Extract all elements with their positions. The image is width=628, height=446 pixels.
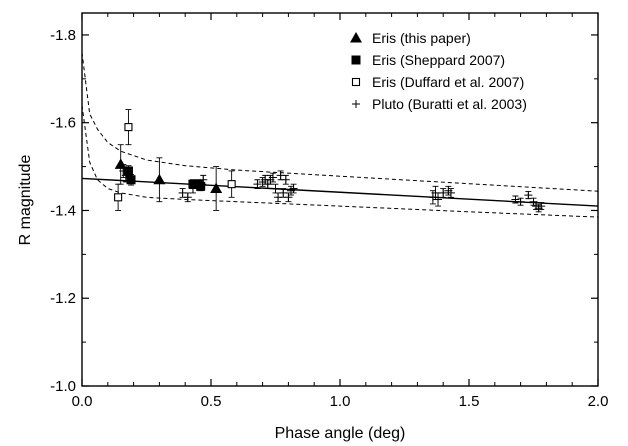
legend-entry: Eris (Duffard et al. 2007) — [351, 74, 524, 90]
point-marker — [284, 193, 293, 202]
y-tick-label: -1.4 — [50, 202, 76, 219]
legend-label: Eris (this paper) — [372, 30, 471, 46]
point-marker — [114, 193, 123, 202]
point-marker — [537, 202, 546, 211]
legend-entry: Eris (Sheppard 2007) — [351, 52, 505, 68]
point-marker — [183, 193, 192, 202]
data-point-s0-2 — [210, 166, 223, 211]
data-point-s3-29 — [529, 197, 538, 206]
point-marker — [268, 173, 277, 182]
point-marker — [121, 171, 130, 180]
fit-line-dashed-2 — [81, 105, 599, 218]
data-point-s3-22 — [434, 192, 443, 207]
legend-marker — [352, 100, 360, 108]
data-point-s3-17 — [284, 192, 293, 203]
y-tick-label: -1.2 — [50, 290, 76, 307]
data-point-s2-1 — [124, 109, 133, 146]
data-point-s0-1 — [153, 157, 166, 203]
point-marker — [434, 195, 443, 204]
point-marker — [446, 188, 455, 197]
fit-line-solid — [81, 177, 599, 207]
data-point-s3-25 — [446, 188, 455, 198]
data-point-s2-2 — [227, 170, 236, 198]
data-point-s3-19 — [289, 183, 298, 194]
data-point-s3-5 — [199, 174, 208, 185]
x-tick-label: 0.5 — [201, 393, 222, 410]
point-marker — [196, 181, 206, 191]
fit-line-dashed-1 — [81, 52, 599, 192]
axis-ticks — [81, 13, 599, 387]
data-point-s3-2 — [178, 188, 187, 198]
data-point-s3-12 — [271, 183, 280, 194]
data-point-s3-1 — [121, 168, 130, 183]
point-marker — [199, 175, 208, 184]
legend-entry: Pluto (Buratti et al. 2003) — [352, 96, 527, 112]
point-marker — [511, 195, 520, 204]
x-tick-label: 1.5 — [459, 393, 480, 410]
legend-marker — [351, 55, 361, 65]
y-tick-label: -1.0 — [50, 378, 76, 395]
data-point-s3-4 — [188, 183, 197, 194]
point-marker — [124, 123, 133, 132]
point-marker — [271, 184, 280, 193]
point-marker — [126, 175, 136, 185]
legend-marker — [350, 32, 362, 43]
point-marker — [281, 175, 290, 184]
data-point-s3-3 — [183, 192, 192, 203]
point-marker — [210, 182, 223, 194]
data-point-s3-32 — [537, 202, 546, 211]
data-point-s3-27 — [516, 197, 525, 206]
data-points — [114, 109, 546, 213]
data-point-s3-26 — [511, 195, 520, 204]
data-point-s3-16 — [281, 174, 290, 185]
x-tick-label: 1.0 — [330, 393, 351, 410]
point-marker — [516, 197, 525, 206]
axis-tick-labels: 0.0 0.5 1.0 1.5 2.0 -1.0 -1.2 -1.4 -1.6 -1.8 — [50, 27, 608, 410]
legend-entry: Eris (this paper) — [350, 30, 471, 46]
x-axis-label: Phase angle (deg) — [275, 425, 406, 442]
point-marker — [227, 180, 236, 189]
y-tick-label: -1.6 — [50, 115, 76, 132]
x-tick-label: 2.0 — [588, 393, 609, 410]
point-marker — [188, 184, 197, 193]
data-point-s3-11 — [268, 172, 277, 183]
point-marker — [524, 191, 533, 200]
legend-label: Pluto (Buratti et al. 2003) — [372, 96, 527, 112]
data-point-s3-28 — [524, 191, 533, 200]
data-point-s3-23 — [439, 188, 448, 198]
legend-marker — [351, 77, 361, 87]
data-point-s1-1 — [126, 174, 136, 186]
fit-lines — [81, 52, 599, 218]
x-tick-label: 0.0 — [72, 393, 93, 410]
data-point-s1-4 — [196, 181, 206, 192]
point-marker — [289, 184, 298, 193]
legend-label: Eris (Duffard et al. 2007) — [372, 74, 524, 90]
y-axis-label: R magnitude — [17, 155, 34, 246]
point-marker — [253, 180, 262, 189]
legend-label: Eris (Sheppard 2007) — [372, 52, 505, 68]
y-tick-label: -1.8 — [50, 27, 76, 44]
data-point-s2-0 — [114, 183, 123, 211]
point-marker — [123, 166, 133, 176]
data-point-s3-6 — [253, 179, 262, 189]
data-point-s3-13 — [274, 192, 283, 203]
point-marker — [153, 173, 166, 185]
legend: Eris (this paper) Eris (Sheppard 2007) Eri… — [350, 30, 527, 112]
point-marker — [529, 197, 538, 206]
point-marker — [439, 188, 448, 197]
